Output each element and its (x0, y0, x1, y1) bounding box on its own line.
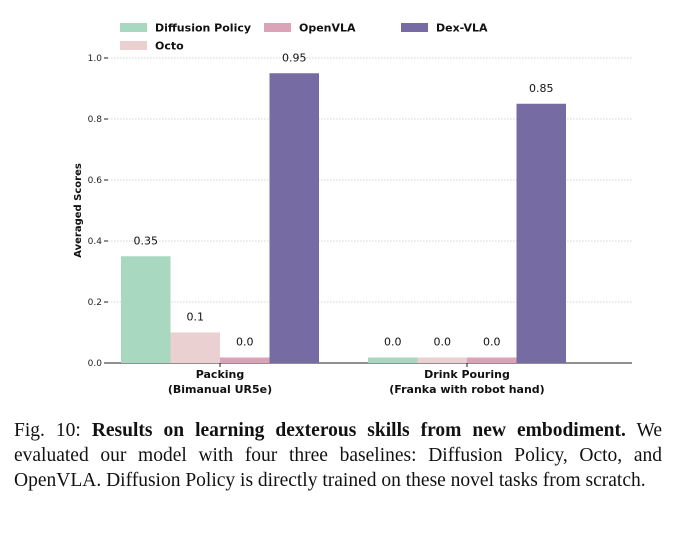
gridlines (108, 57, 632, 303)
bar-value-label: 0.0 (236, 336, 254, 349)
bar-diffusion-policy (121, 256, 171, 363)
bar-diffusion-policy (368, 357, 418, 363)
x-tick-sublabel: (Bimanual UR5e) (168, 383, 272, 396)
legend-swatch (264, 23, 291, 32)
y-tick-label: 0.0 (88, 359, 103, 369)
y-axis-label: Averaged Scores (73, 163, 84, 258)
bar-value-label: 0.0 (483, 336, 501, 349)
y-tick-label: 0.6 (88, 176, 103, 186)
figure-caption: Fig. 10: Results on learning dexterous s… (14, 418, 662, 493)
legend-swatch (120, 23, 147, 32)
caption-prefix: Fig. 10: (14, 420, 92, 441)
bar-dex-vla (269, 73, 319, 363)
bar-openvla (467, 357, 517, 363)
y-tick-label: 1.0 (88, 54, 103, 64)
y-tick-label: 0.4 (88, 237, 103, 247)
y-tick-label: 0.8 (88, 115, 103, 125)
bar-chart: 0.0 0.2 0.4 0.6 0.8 1.0 Averaged Scores Packing… (73, 22, 632, 396)
legend: Diffusion Policy Octo OpenVLA Dex-VLA (120, 22, 488, 53)
bars: 0.35 0.1 0.0 0.95 0.0 0.0 0.0 0.85 (121, 51, 566, 363)
bar-octo (170, 332, 220, 363)
x-tick-label: Drink Pouring (424, 368, 510, 381)
legend-swatch (401, 23, 428, 32)
caption-text: We evaluated our model with four three b… (14, 420, 662, 491)
bar-value-label: 0.35 (134, 234, 159, 247)
bar-value-label: 0.0 (434, 336, 452, 349)
legend-label: Dex-VLA (436, 22, 488, 35)
bar-openvla (220, 357, 270, 363)
x-tick-label: Packing (196, 368, 245, 381)
legend-label: OpenVLA (299, 22, 356, 35)
axes: 0.0 0.2 0.4 0.6 0.8 1.0 Averaged Scores Packing… (73, 54, 632, 396)
x-tick-sublabel: (Franka with robot hand) (389, 383, 544, 396)
bar-value-label: 0.95 (282, 51, 307, 64)
bar-value-label: 0.1 (187, 311, 205, 324)
bar-octo (417, 357, 467, 363)
caption-bold: Results on learning dexterous skills fro… (91, 420, 626, 441)
y-tick-label: 0.2 (88, 298, 102, 308)
bar-dex-vla (516, 103, 566, 363)
bar-value-label: 0.0 (384, 336, 402, 349)
bar-value-label: 0.85 (529, 82, 554, 95)
legend-label: Octo (155, 40, 184, 53)
legend-swatch (120, 41, 147, 50)
legend-label: Diffusion Policy (155, 22, 251, 35)
